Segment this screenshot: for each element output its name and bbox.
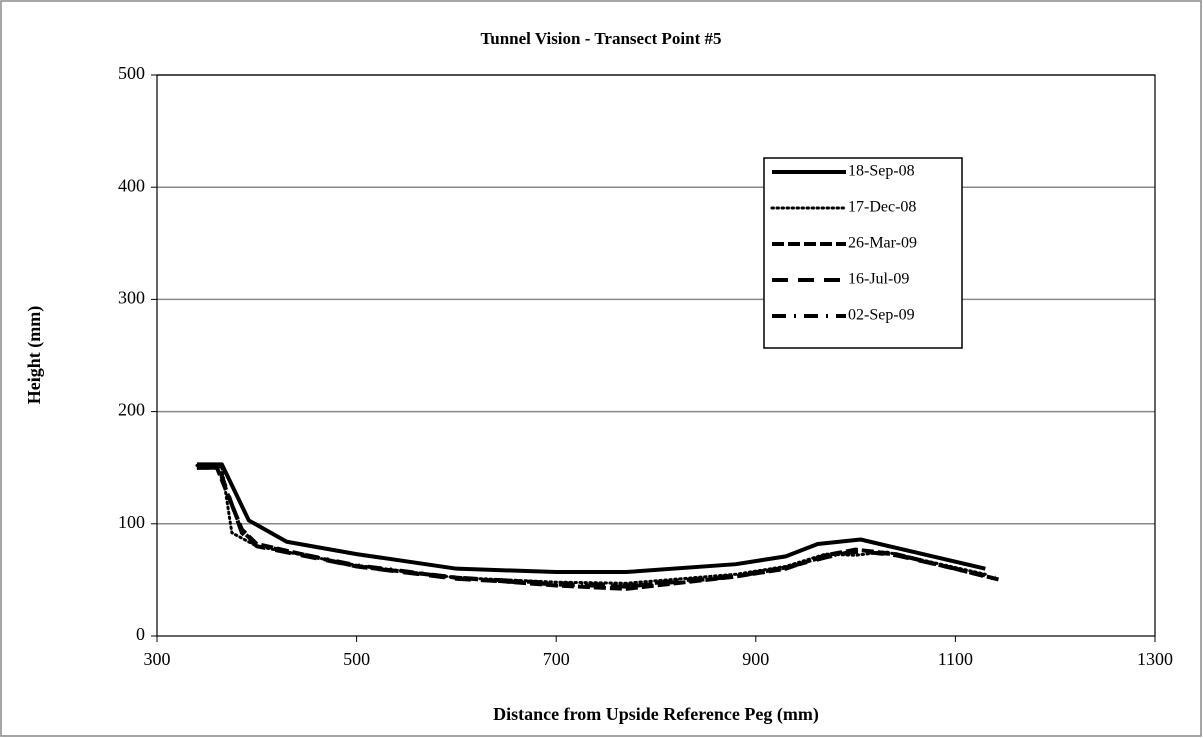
legend-label: 17-Dec-08 (848, 199, 916, 216)
y-tick-label: 400 (118, 175, 145, 195)
chart-title: Tunnel Vision - Transect Point #5 (480, 29, 721, 48)
series-line (196, 462, 986, 575)
y-tick-label: 300 (118, 288, 145, 308)
y-tick-label: 0 (136, 624, 145, 644)
legend-label: 02-Sep-09 (848, 307, 915, 324)
x-tick-label: 900 (742, 649, 769, 669)
y-tick-label: 100 (118, 512, 145, 532)
x-tick-label: 300 (144, 649, 171, 669)
legend-label: 18-Sep-08 (848, 163, 915, 180)
x-tick-label: 1300 (1137, 649, 1173, 669)
y-tick-label: 500 (118, 63, 145, 83)
series-line (196, 464, 996, 588)
legend-label: 26-Mar-09 (848, 235, 917, 252)
x-axis-label: Distance from Upside Reference Peg (mm) (493, 704, 819, 725)
plot-area (156, 74, 1156, 637)
y-axis-label: Height (mm) (24, 306, 45, 404)
legend-box (763, 157, 963, 349)
x-tick-label: 500 (343, 649, 370, 669)
x-tick-label: 700 (543, 649, 570, 669)
x-tick-label: 1100 (938, 649, 973, 669)
legend-label: 16-Jul-09 (848, 271, 909, 288)
y-tick-label: 200 (118, 400, 145, 420)
